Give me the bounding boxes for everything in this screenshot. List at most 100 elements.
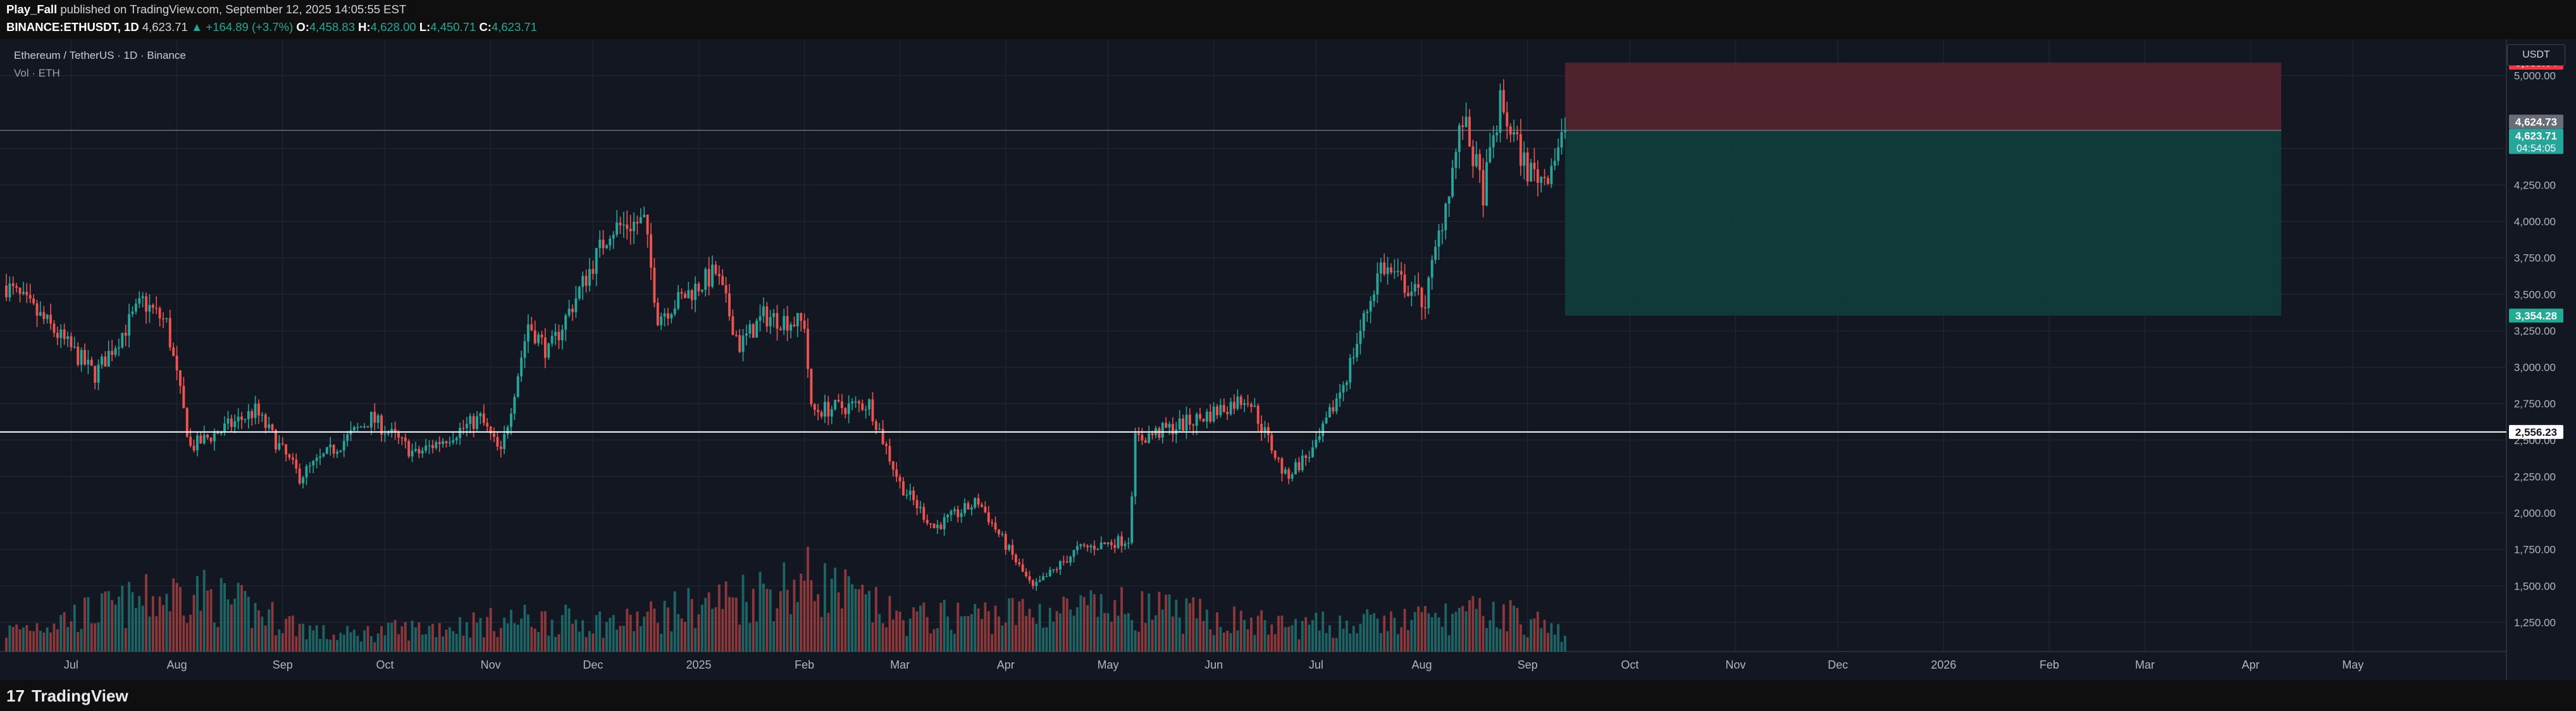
candle-body (1161, 423, 1164, 438)
volume-bar (278, 629, 281, 652)
candle-body (305, 466, 308, 478)
candle-body (765, 306, 769, 326)
candle-body (251, 411, 254, 418)
candle-body (1440, 230, 1444, 232)
volume-legend[interactable]: Vol · ETH (14, 67, 60, 79)
volume-bar (80, 629, 83, 652)
volume-bar (302, 624, 305, 652)
volume-bar (162, 605, 164, 652)
author-name[interactable]: Play_Fall (6, 3, 58, 16)
candle-body (1048, 569, 1051, 576)
chart-legend-title[interactable]: Ethereum / TetherUS · 1D · Binance (14, 49, 186, 61)
volume-bar (1158, 591, 1161, 652)
time-tick-label: 2025 (686, 658, 711, 671)
volume-bar (87, 597, 90, 652)
volume-bar (830, 578, 833, 652)
volume-bar (1151, 619, 1154, 652)
candle-body (1052, 569, 1055, 571)
candle-body (315, 457, 318, 461)
candle-body (1072, 550, 1075, 557)
volume-bar (1192, 597, 1195, 652)
volume-bar (179, 587, 182, 652)
volume-bar (854, 588, 857, 652)
candle-body (813, 404, 816, 410)
candle-body (66, 336, 69, 339)
candle-body (1464, 116, 1468, 127)
candle-body (837, 400, 840, 402)
open-label: O: (296, 20, 309, 34)
volume-bar (59, 615, 63, 652)
currency-button[interactable]: USDT (2507, 44, 2565, 66)
volume-bar (1393, 617, 1396, 652)
price-tick-label: 5,000.00 (2514, 70, 2556, 82)
footer-brand[interactable]: TradingView (32, 686, 128, 705)
volume-bar (261, 616, 264, 652)
candle-body (329, 444, 332, 447)
candle-body (117, 347, 120, 349)
volume-bar (1249, 617, 1253, 652)
volume-bar (32, 631, 35, 652)
candle-body (1417, 284, 1420, 288)
stop-loss-zone (1564, 63, 2282, 131)
candle-body (932, 524, 936, 528)
candle-body (1513, 132, 1516, 135)
price-chart[interactable]: 1,250.00 1,500.00 1,750.00 2,000.00 2,250.00… (0, 39, 2576, 680)
chart-area[interactable]: 1,250.00 1,500.00 1,750.00 2,000.00 2,250.00… (0, 39, 2576, 680)
volume-bar (752, 588, 755, 652)
candle-body (810, 369, 813, 405)
candle-body (435, 442, 438, 448)
candle-body (1270, 435, 1273, 451)
candle-body (1318, 436, 1321, 440)
candle-body (1553, 161, 1556, 166)
volume-bar (864, 594, 867, 652)
candle-body (581, 276, 585, 287)
volume-bar (1124, 614, 1127, 652)
tradingview-logo-icon[interactable]: 17 (6, 686, 25, 705)
volume-bar (1294, 619, 1297, 652)
candle-body (151, 305, 154, 308)
volume-bar (1212, 634, 1215, 652)
candle-body (1199, 414, 1201, 419)
candle-body (1021, 564, 1024, 572)
candle-body (1025, 571, 1028, 576)
candle-body (213, 433, 216, 442)
candle-body (861, 403, 864, 410)
candle-body (1192, 424, 1195, 426)
volume-bar (134, 608, 137, 652)
candle-body (87, 359, 90, 365)
volume-bar (407, 640, 411, 652)
candle-body (302, 477, 305, 484)
volume-bar (1089, 590, 1093, 652)
candle-body (240, 416, 243, 420)
candle-body (578, 287, 581, 299)
volume-bar (325, 639, 328, 652)
volume-bar (165, 593, 168, 652)
candle-body (1287, 469, 1291, 479)
candle-body (104, 356, 107, 367)
volume-bar (905, 636, 908, 652)
volume-bar (168, 611, 171, 652)
candle-body (107, 350, 110, 367)
candle-body (1038, 580, 1041, 582)
volume-bar (984, 602, 987, 652)
candle-body (1311, 447, 1314, 457)
high-value: 4,628.00 (370, 20, 416, 34)
volume-bar (1195, 618, 1198, 652)
volume-bar (1028, 609, 1031, 652)
candle-body (1447, 196, 1451, 204)
candle-body (356, 426, 359, 428)
volume-bar (1127, 613, 1130, 652)
volume-bar (356, 636, 359, 652)
volume-bar (1557, 624, 1560, 652)
candle-body (1185, 414, 1188, 431)
candle-body (1089, 545, 1093, 548)
volume-bar (1345, 621, 1348, 652)
candle-body (783, 316, 786, 330)
volume-bar (1175, 600, 1178, 652)
volume-bar (1427, 613, 1430, 652)
candle-body (646, 214, 649, 235)
volume-bar (560, 615, 564, 652)
candle-body (63, 329, 66, 339)
candle-body (1297, 462, 1301, 471)
volume-bar (1055, 611, 1058, 652)
